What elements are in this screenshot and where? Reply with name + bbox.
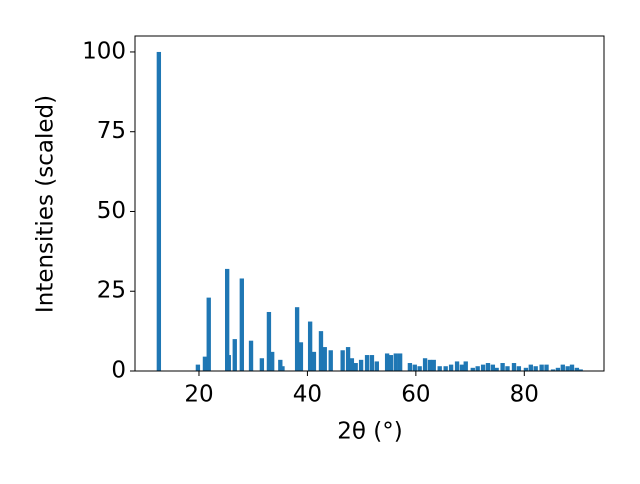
bar — [340, 350, 345, 371]
bar — [463, 361, 468, 371]
bar — [206, 297, 211, 371]
bar — [202, 356, 208, 371]
bar — [298, 342, 304, 371]
bar — [560, 364, 565, 371]
bar — [364, 355, 370, 371]
bar — [485, 363, 491, 371]
bar — [505, 366, 510, 371]
bar — [574, 367, 580, 371]
bar — [475, 366, 480, 371]
bar — [384, 353, 390, 371]
bar — [539, 364, 544, 371]
bar — [448, 364, 454, 371]
bar — [500, 363, 505, 371]
bar — [239, 278, 244, 371]
bar — [248, 340, 254, 371]
bar — [369, 355, 375, 371]
bar — [374, 361, 379, 371]
bar — [454, 361, 460, 371]
bar — [225, 268, 230, 371]
bar — [280, 366, 285, 371]
bar — [195, 364, 201, 371]
bar — [555, 367, 561, 371]
bar — [412, 364, 417, 371]
bar — [565, 366, 570, 371]
bar — [278, 359, 283, 371]
bar — [328, 350, 333, 371]
bar — [544, 364, 549, 371]
bar — [322, 347, 327, 371]
bar — [470, 367, 475, 371]
bar — [156, 51, 162, 371]
bar — [528, 364, 533, 371]
bar — [417, 366, 422, 371]
x-axis-label: 2θ (°) — [337, 419, 402, 445]
bar — [349, 358, 355, 371]
bar — [397, 353, 403, 371]
bar — [427, 359, 433, 371]
y-axis-label: Intensities (scaled) — [33, 95, 59, 313]
y-tick-label: 100 — [82, 38, 126, 64]
bar — [422, 358, 428, 371]
bar — [480, 364, 486, 371]
bar — [388, 355, 394, 371]
bar — [533, 366, 538, 371]
bar — [358, 359, 364, 371]
bar — [550, 369, 556, 371]
y-tick-label: 75 — [97, 118, 126, 144]
bar — [523, 367, 529, 371]
bar — [569, 364, 575, 371]
bar — [494, 367, 499, 371]
x-tick-label: 60 — [401, 382, 430, 408]
y-tick-label: 25 — [97, 278, 126, 304]
bar — [311, 351, 317, 371]
bar — [459, 364, 465, 371]
bar — [294, 307, 300, 371]
bar — [437, 366, 442, 371]
bar — [407, 363, 413, 371]
bar — [226, 355, 231, 371]
bar — [307, 321, 313, 371]
x-tick-label: 40 — [293, 382, 322, 408]
bar — [345, 347, 351, 371]
bar — [443, 366, 448, 371]
bar — [270, 351, 275, 371]
bar — [516, 366, 522, 371]
bar — [318, 331, 324, 371]
y-tick-label: 0 — [111, 358, 126, 384]
plot-frame — [134, 35, 605, 372]
bar — [490, 364, 496, 371]
bar — [266, 311, 272, 371]
bars — [156, 51, 583, 371]
x-tick-label: 20 — [184, 382, 213, 408]
bar — [259, 358, 265, 371]
bar — [431, 359, 436, 371]
x-tick-label: 80 — [510, 382, 539, 408]
bar — [232, 339, 237, 371]
y-tick-label: 50 — [97, 198, 126, 224]
bar — [511, 363, 517, 371]
bar — [578, 369, 583, 371]
bar — [353, 363, 358, 371]
bar — [393, 353, 398, 371]
